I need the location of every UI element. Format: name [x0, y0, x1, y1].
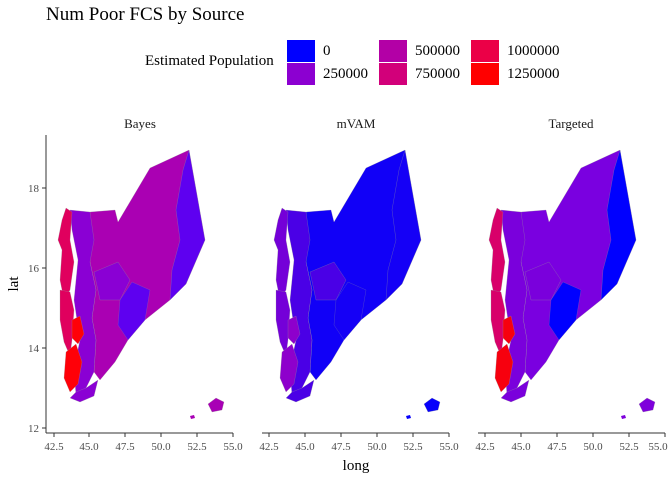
x-tick-label-42.5: 42.5 [44, 441, 64, 453]
map-panel-bayes [57, 149, 225, 419]
mvam-region-4 [333, 281, 367, 341]
x-tick-label-50.0: 50.0 [583, 441, 603, 453]
x-axis-mvam [262, 432, 450, 437]
x-tick-label-42.5: 42.5 [259, 441, 279, 453]
legend-label-5: 1250000 [507, 65, 560, 82]
legend-item-5: 1250000 [471, 63, 560, 85]
legend-item-4: 1000000 [471, 40, 560, 62]
legend-item-1: 250000 [287, 63, 368, 85]
legend-swatch-3 [379, 63, 407, 85]
bayes-region-10 [207, 397, 225, 413]
x-tick-label-42.5: 42.5 [475, 441, 495, 453]
y-axis-title: lat [6, 276, 22, 292]
legend-swatch-1 [287, 63, 315, 85]
x-tick-label-47.5: 47.5 [547, 441, 567, 453]
x-tick-label-55.0: 55.0 [648, 441, 668, 453]
x-tick-label-52.5: 52.5 [619, 441, 639, 453]
targeted-region-9 [500, 379, 530, 403]
legend-label-1: 250000 [323, 65, 368, 82]
legend-item-0: 0 [287, 40, 331, 62]
x-tick-label-50.0: 50.0 [367, 441, 387, 453]
x-tick-label-50.0: 50.0 [151, 441, 171, 453]
targeted-region-11 [621, 415, 626, 419]
legend-swatch-0 [287, 40, 315, 62]
mvam-region-10 [423, 397, 441, 413]
map-panel-mvam [273, 149, 441, 419]
mvam-region-7 [279, 343, 299, 393]
x-axis-targeted [478, 432, 666, 437]
bayes-region-1 [169, 149, 206, 301]
legend-label-0: 0 [323, 42, 331, 59]
mvam-region-2 [285, 209, 313, 397]
legend-label-2: 500000 [415, 42, 460, 59]
mvam-region-1 [385, 149, 422, 301]
y-tick-label-14: 14 [28, 343, 40, 355]
bayes-region-3 [93, 261, 131, 301]
targeted-region-2 [500, 209, 528, 397]
legend-swatch-5 [471, 63, 499, 85]
mvam-region-9 [285, 379, 315, 403]
y-tick-label-12: 12 [28, 423, 39, 435]
y-tick-label-18: 18 [28, 183, 40, 195]
bayes-region-8 [71, 315, 85, 345]
x-tick-label-47.5: 47.5 [331, 441, 351, 453]
bayes-region-7 [63, 343, 83, 393]
mvam-region-11 [406, 415, 411, 419]
x-tick-label-45.0: 45.0 [511, 441, 531, 453]
map-panel-targeted [488, 149, 656, 419]
x-tick-label-55.0: 55.0 [223, 441, 243, 453]
y-ticks [42, 187, 46, 429]
targeted-region-10 [638, 397, 656, 413]
targeted-region-7 [494, 343, 514, 393]
x-tick-label-45.0: 45.0 [295, 441, 315, 453]
mvam-region-3 [309, 261, 347, 301]
x-axis-bayes [46, 432, 234, 437]
facet-label-mvam: mVAM [337, 116, 376, 131]
chart-title: Num Poor FCS by Source [46, 4, 245, 25]
legend-item-3: 750000 [379, 63, 460, 85]
bayes-region-2 [69, 209, 97, 397]
x-tick-label-47.5: 47.5 [115, 441, 135, 453]
facet-label-targeted: Targeted [548, 116, 594, 131]
y-tick-label-16: 16 [28, 263, 40, 275]
x-axis-title: long [343, 458, 370, 474]
legend-swatch-2 [379, 40, 407, 62]
facet-label-bayes: Bayes [124, 116, 156, 131]
mvam-region-8 [287, 315, 301, 345]
targeted-region-1 [600, 149, 637, 301]
legend-swatch-4 [471, 40, 499, 62]
x-tick-label-52.5: 52.5 [187, 441, 207, 453]
bayes-region-4 [117, 281, 151, 341]
x-tick-label-45.0: 45.0 [79, 441, 99, 453]
x-tick-label-52.5: 52.5 [403, 441, 423, 453]
targeted-region-8 [502, 315, 516, 345]
legend-label-4: 1000000 [507, 42, 560, 59]
targeted-region-3 [524, 261, 562, 301]
legend-label-3: 750000 [415, 65, 460, 82]
legend-title: Estimated Population [145, 53, 274, 69]
bayes-region-9 [69, 379, 99, 403]
x-tick-label-55.0: 55.0 [439, 441, 459, 453]
bayes-region-11 [190, 415, 195, 419]
legend-item-2: 500000 [379, 40, 460, 62]
targeted-region-4 [548, 281, 582, 341]
